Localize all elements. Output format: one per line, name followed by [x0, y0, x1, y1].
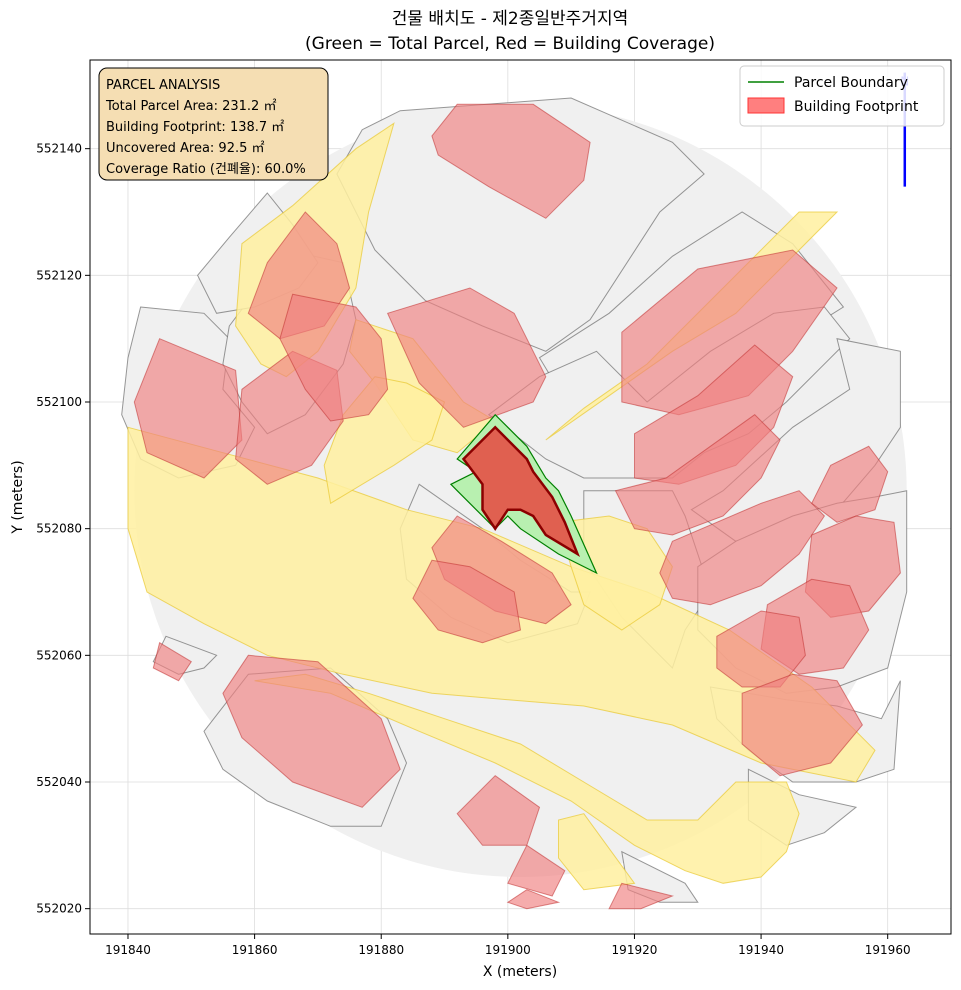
building-footprint	[456, 775, 541, 846]
x-axis-label: X (meters)	[483, 964, 557, 980]
building-footprint	[412, 559, 522, 644]
target-parcel-group	[449, 413, 598, 575]
building-footprint	[634, 344, 794, 485]
legend: Parcel Boundary Building Footprint	[739, 65, 945, 127]
building-footprint	[431, 515, 572, 625]
legend-parcel-boundary-label: Parcel Boundary	[794, 75, 908, 91]
x-tick-label: 191920	[612, 943, 658, 957]
chart-title: 건물 배치도 - 제2종일반주거지역	[392, 9, 628, 29]
y-axis-ticks: 552020 552040 552060 552080 552100 552120 5521…	[36, 142, 90, 916]
building-footprint	[741, 673, 864, 777]
x-tick-label: 191940	[738, 943, 784, 957]
building-footprint	[659, 490, 826, 606]
legend-frame	[739, 65, 945, 127]
info-box-line-4: Uncovered Area: 92.5 ㎡	[106, 141, 265, 156]
y-tick-label: 552060	[36, 648, 82, 662]
building-footprint	[811, 445, 889, 523]
building-footprint	[279, 293, 389, 422]
x-tick-label: 191960	[865, 943, 911, 957]
x-axis-ticks: 191840 191860 191880 191900 191920 191940 1919…	[105, 934, 911, 957]
building-footprint	[614, 414, 781, 536]
building-footprint	[621, 249, 838, 416]
target-building	[461, 425, 581, 557]
info-box-background	[98, 67, 329, 181]
x-tick-label: 191900	[485, 943, 531, 957]
plot-frame	[89, 59, 952, 935]
road-segment	[557, 515, 673, 631]
y-axis-label: Y (meters)	[10, 460, 26, 534]
legend-building-footprint-label: Building Footprint	[794, 99, 919, 115]
chart-subtitle: (Green = Total Parcel, Red = Building Co…	[305, 34, 715, 54]
info-box-line-5: Coverage Ratio (건폐율): 60.0%	[106, 162, 306, 177]
y-tick-label: 552080	[36, 522, 82, 536]
y-tick-label: 552020	[36, 902, 82, 916]
y-tick-label: 552140	[36, 142, 82, 156]
road-segment	[254, 673, 800, 884]
building-footprint	[152, 641, 193, 682]
building-footprint	[386, 287, 547, 428]
x-tick-label: 191840	[105, 943, 151, 957]
info-box-line-1: PARCEL ANALYSIS	[106, 78, 220, 93]
x-tick-label: 191860	[232, 943, 278, 957]
building-footprint	[133, 338, 243, 479]
y-tick-label: 552100	[36, 395, 82, 409]
road-segment	[558, 813, 636, 891]
info-box-line-2: Total Parcel Area: 231.2 ㎡	[105, 99, 276, 114]
y-tick-label: 552120	[36, 268, 82, 282]
x-tick-label: 191880	[358, 943, 404, 957]
y-tick-label: 552040	[36, 775, 82, 789]
building-footprint	[431, 103, 591, 219]
legend-building-footprint-swatch	[747, 97, 785, 114]
info-box-line-3: Building Footprint: 138.7 ㎡	[106, 120, 284, 135]
building-footprint	[507, 844, 566, 897]
building-footprint	[608, 882, 675, 910]
info-box: PARCEL ANALYSIS Total Parcel Area: 231.2…	[98, 67, 329, 181]
building-footprint	[506, 889, 561, 910]
building-footprint	[716, 610, 806, 688]
building-footprints	[133, 103, 901, 910]
building-footprint	[222, 654, 401, 808]
